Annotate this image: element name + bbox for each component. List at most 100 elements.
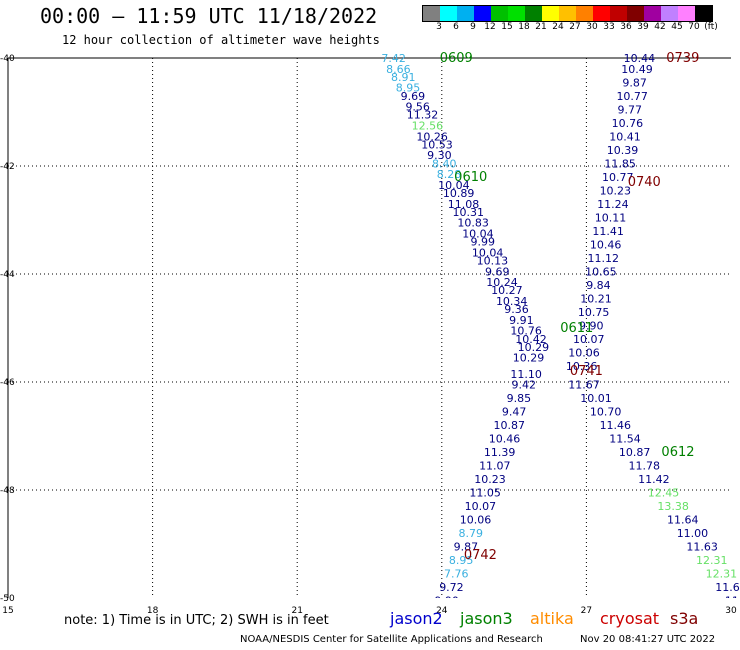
data-point-label: 10.13 (477, 255, 509, 268)
colorbar-label: 12 (484, 22, 496, 32)
legend-item: cryosat (600, 609, 660, 628)
data-point-label: 11.46 (600, 419, 632, 432)
data-point-label: 10.87 (619, 446, 651, 459)
data-point-label: 10.29 (518, 341, 550, 354)
colorbar-swatch (440, 6, 457, 21)
pass-time-label: 0611 (560, 321, 593, 336)
legend-item: jason3 (460, 609, 513, 628)
data-point-label: 10.83 (457, 217, 489, 230)
data-point-label: 10.01 (580, 392, 612, 405)
data-point-label: 11.08 (448, 198, 480, 211)
chart-subtitle: 12 hour collection of altimeter wave hei… (62, 33, 380, 47)
y-tick-label: -44 (0, 270, 15, 280)
data-point-label: 9.72 (439, 581, 464, 594)
colorbar-swatch (457, 6, 474, 21)
data-point-label: 9.85 (507, 392, 532, 405)
y-tick-label: -46 (0, 378, 15, 388)
colorbar-swatch (695, 6, 712, 21)
data-point-label: 9.77 (618, 103, 643, 116)
pass-time-label: 0610 (454, 170, 487, 185)
pass-time-label: 0741 (570, 364, 603, 379)
colorbar-swatch (610, 6, 627, 21)
y-tick-label: -48 (0, 486, 15, 496)
colorbar-label: 3 (436, 22, 442, 32)
data-point-label: 11.10 (510, 368, 542, 381)
colorbar-swatch (474, 6, 491, 21)
data-point-label: 10.46 (590, 238, 622, 251)
data-point-label: 9.69 (485, 265, 510, 278)
data-point-label: 10.75 (578, 306, 610, 319)
data-point-label: 12.56 (412, 120, 444, 133)
x-tick-label: 24 (436, 606, 448, 616)
chart-title: 00:00 – 11:59 UTC 11/18/2022 (40, 4, 378, 28)
data-point-label: 10.44 (624, 52, 656, 65)
data-point-label: 8.28 (437, 168, 462, 181)
colorbar-swatch (559, 6, 576, 21)
x-tick-label: 18 (147, 606, 159, 616)
data-point-label: 11.41 (592, 225, 624, 238)
y-tick-label: -40 (0, 54, 15, 64)
colorbar-label: 70 (688, 22, 700, 32)
data-point-label: 10.23 (474, 473, 506, 486)
colorbar-label: 42 (654, 22, 666, 32)
data-point-label: 10.77 (616, 90, 648, 103)
colorbar-swatch (423, 6, 440, 21)
data-point-label: 10.53 (421, 138, 453, 151)
colorbar-label: 18 (518, 22, 530, 32)
data-point-label: 10.46 (489, 433, 521, 446)
data-point-label: 7.76 (444, 568, 469, 581)
data-point-label: 10.06 (460, 514, 492, 527)
data-layer: 7.428.668.918.959.699.5611.3212.5610.261… (381, 52, 740, 608)
data-point-label: 8.91 (391, 71, 416, 84)
y-tick-label: -42 (0, 162, 15, 172)
data-point-label: 12.45 (648, 487, 680, 500)
data-point-label: 11.32 (407, 109, 439, 122)
data-point-label: 10.04 (472, 246, 504, 259)
colorbar-swatch (576, 6, 593, 21)
data-point-label: 10.65 (585, 265, 617, 278)
data-point-label: 11.07 (479, 460, 511, 473)
data-point-label: 9.36 (504, 303, 529, 316)
data-point-label: 10.76 (510, 325, 542, 338)
x-tick-label: 27 (581, 606, 592, 616)
data-point-label: 11.69 (715, 581, 740, 594)
data-point-label: 11.05 (469, 487, 501, 500)
colorbar-label: 24 (552, 22, 564, 32)
data-point-label: 9.30 (427, 149, 452, 162)
data-point-label: 11.12 (588, 252, 620, 265)
data-point-label: 11.42 (638, 473, 670, 486)
data-point-label: 8.95 (396, 82, 421, 95)
legend-item: altika (530, 609, 574, 628)
colorbar-swatch (644, 6, 661, 21)
data-point-label: 10.07 (573, 333, 605, 346)
data-point-label: 10.29 (513, 352, 545, 365)
colorbar-label: 36 (620, 22, 632, 32)
data-point-label: 11.39 (484, 446, 516, 459)
data-point-label: 10.27 (491, 284, 523, 297)
data-point-label: 9.99 (471, 236, 496, 249)
pass-time-label: 0740 (628, 175, 661, 190)
data-point-label: 9.91 (509, 314, 534, 327)
data-point-label: 10.31 (453, 206, 485, 219)
data-point-label: 10.21 (580, 292, 612, 305)
data-point-label: 8.95 (449, 554, 474, 567)
pass-time-label: 0612 (661, 445, 694, 460)
data-point-label: 10.26 (416, 130, 448, 143)
data-point-label: 7.42 (381, 52, 406, 65)
data-point-label: 11.31 (725, 595, 740, 608)
data-point-label: 10.39 (607, 144, 639, 157)
pass-time-label: 0609 (440, 51, 473, 66)
colorbar-label: 33 (603, 22, 615, 32)
data-point-label: 10.42 (515, 333, 547, 346)
data-point-label: 10.34 (496, 295, 528, 308)
data-point-label: 11.00 (677, 527, 709, 540)
data-point-label: 10.04 (462, 228, 494, 241)
data-point-label: 8.79 (458, 527, 483, 540)
y-tick-label: -50 (0, 594, 15, 604)
data-point-label: 11.63 (686, 541, 718, 554)
colorbar-label: 9 (470, 22, 476, 32)
data-point-label: 10.11 (595, 211, 627, 224)
data-point-label: 11.54 (609, 433, 641, 446)
data-point-label: 13.38 (657, 500, 689, 513)
